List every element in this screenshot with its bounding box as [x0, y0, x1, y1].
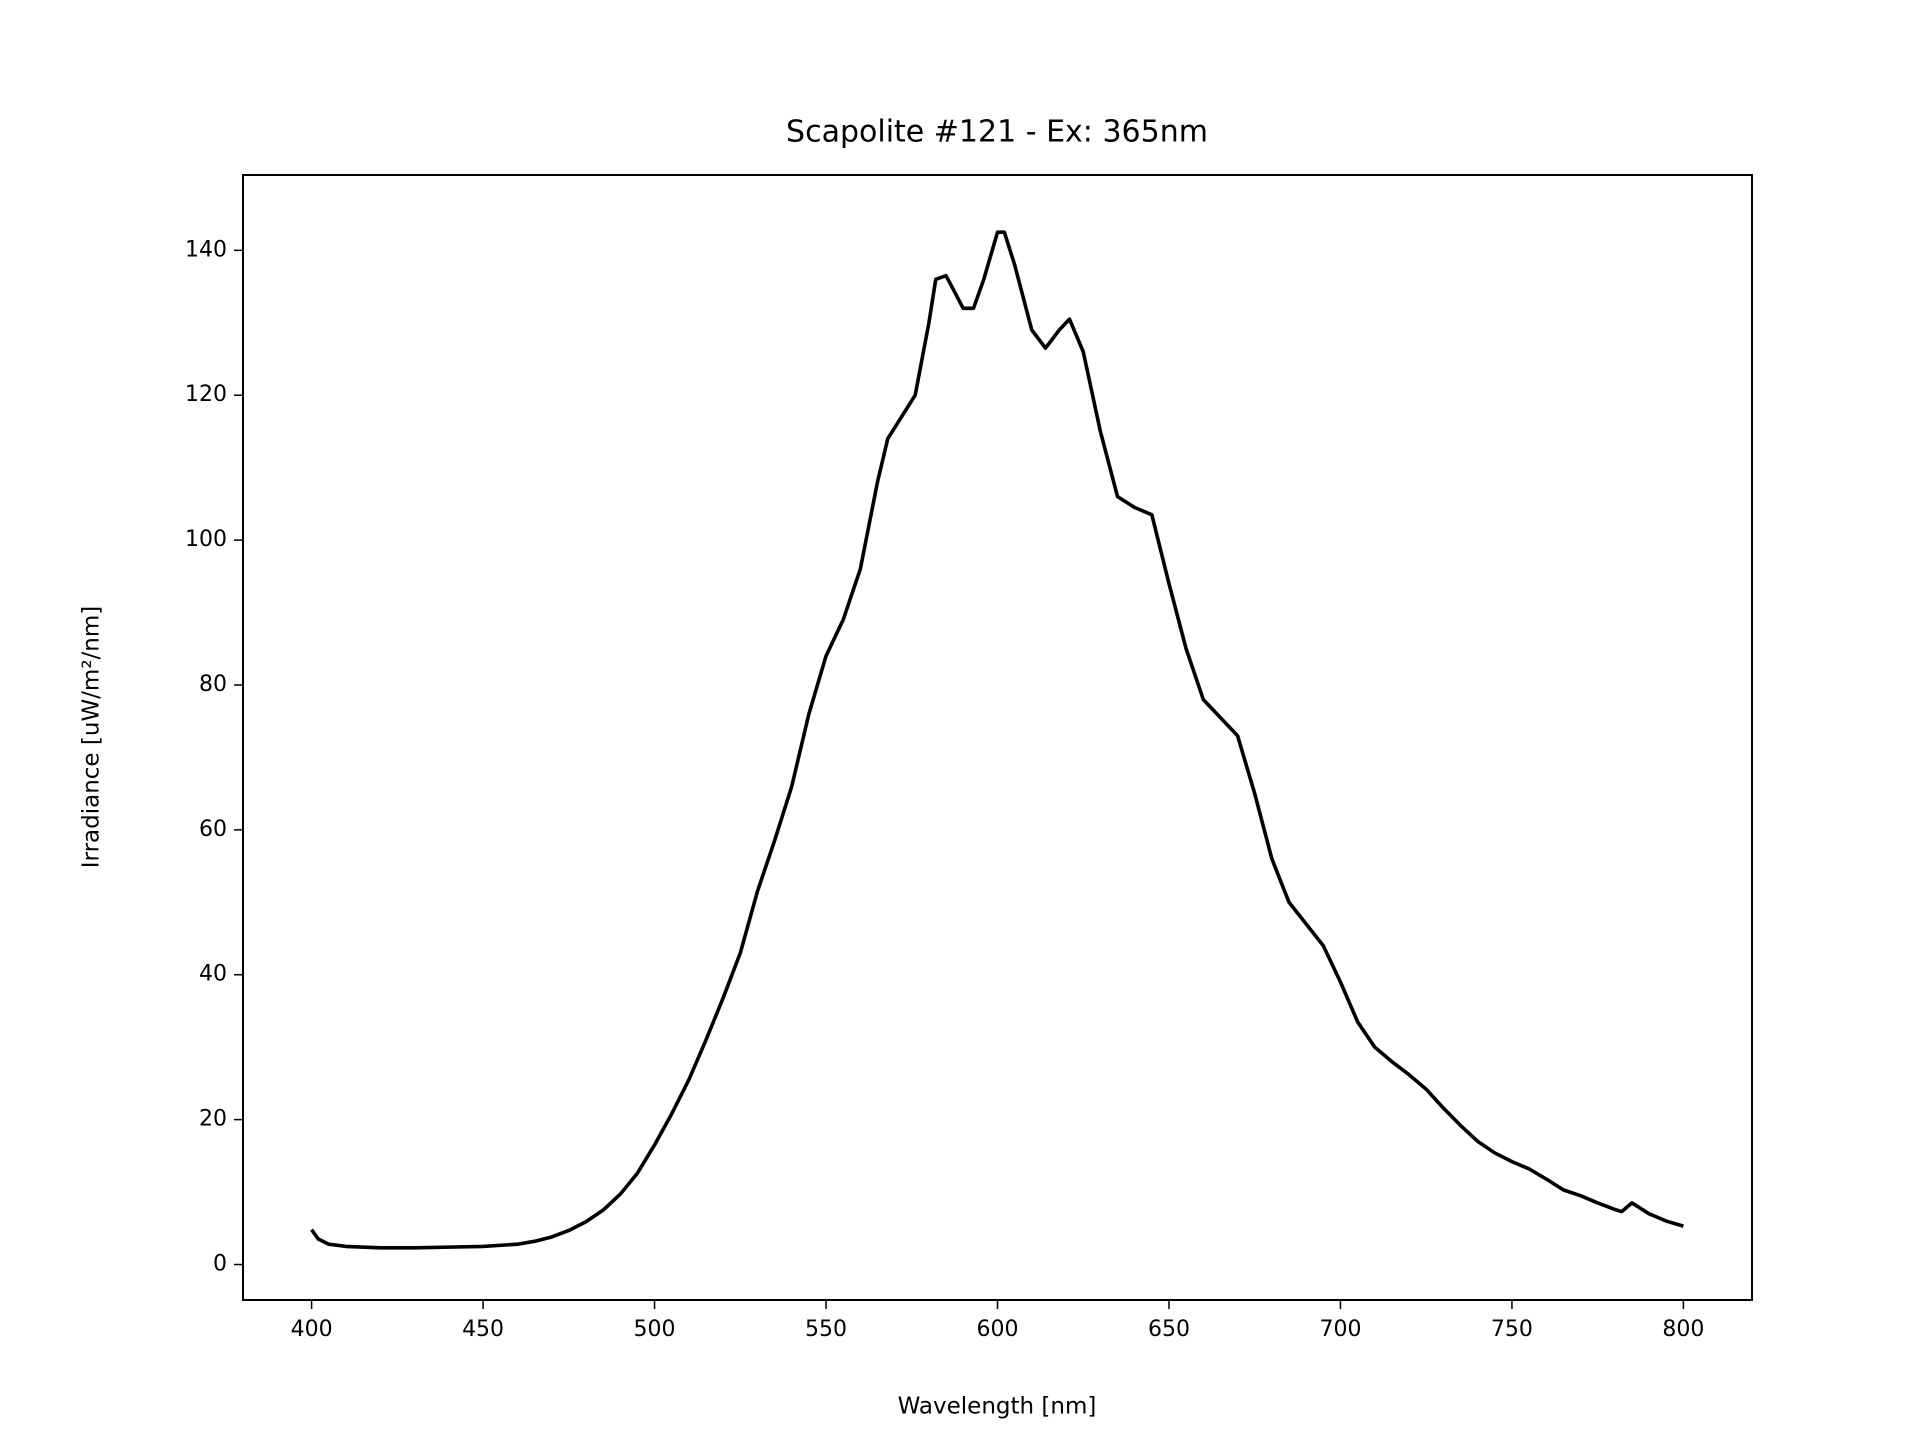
x-tick-label: 700 [1319, 1317, 1361, 1342]
x-tick-label: 550 [805, 1317, 847, 1342]
x-tick-label: 500 [634, 1317, 676, 1342]
x-tick-label: 750 [1491, 1317, 1533, 1342]
y-tick-label: 0 [213, 1252, 227, 1277]
chart-title: Scapolite #121 - Ex: 365nm [786, 115, 1208, 150]
x-tick-label: 400 [291, 1317, 333, 1342]
y-tick-label: 120 [185, 382, 227, 407]
plot-frame [242, 174, 1753, 1301]
x-tick-label: 600 [977, 1317, 1019, 1342]
y-tick-label: 40 [199, 962, 227, 987]
y-tick-label: 80 [199, 672, 227, 697]
x-axis-label: Wavelength [nm] [898, 1394, 1097, 1420]
y-tick-label: 100 [185, 527, 227, 552]
x-tick-label: 650 [1148, 1317, 1190, 1342]
data-line [310, 230, 1684, 1250]
y-tick-label: 20 [199, 1107, 227, 1132]
x-tick-label: 800 [1662, 1317, 1704, 1342]
x-tick-label: 450 [462, 1317, 504, 1342]
y-axis-label: Irradiance [uW/m²/nm] [79, 606, 105, 869]
y-tick-label: 60 [199, 817, 227, 842]
y-tick-label: 140 [185, 237, 227, 262]
